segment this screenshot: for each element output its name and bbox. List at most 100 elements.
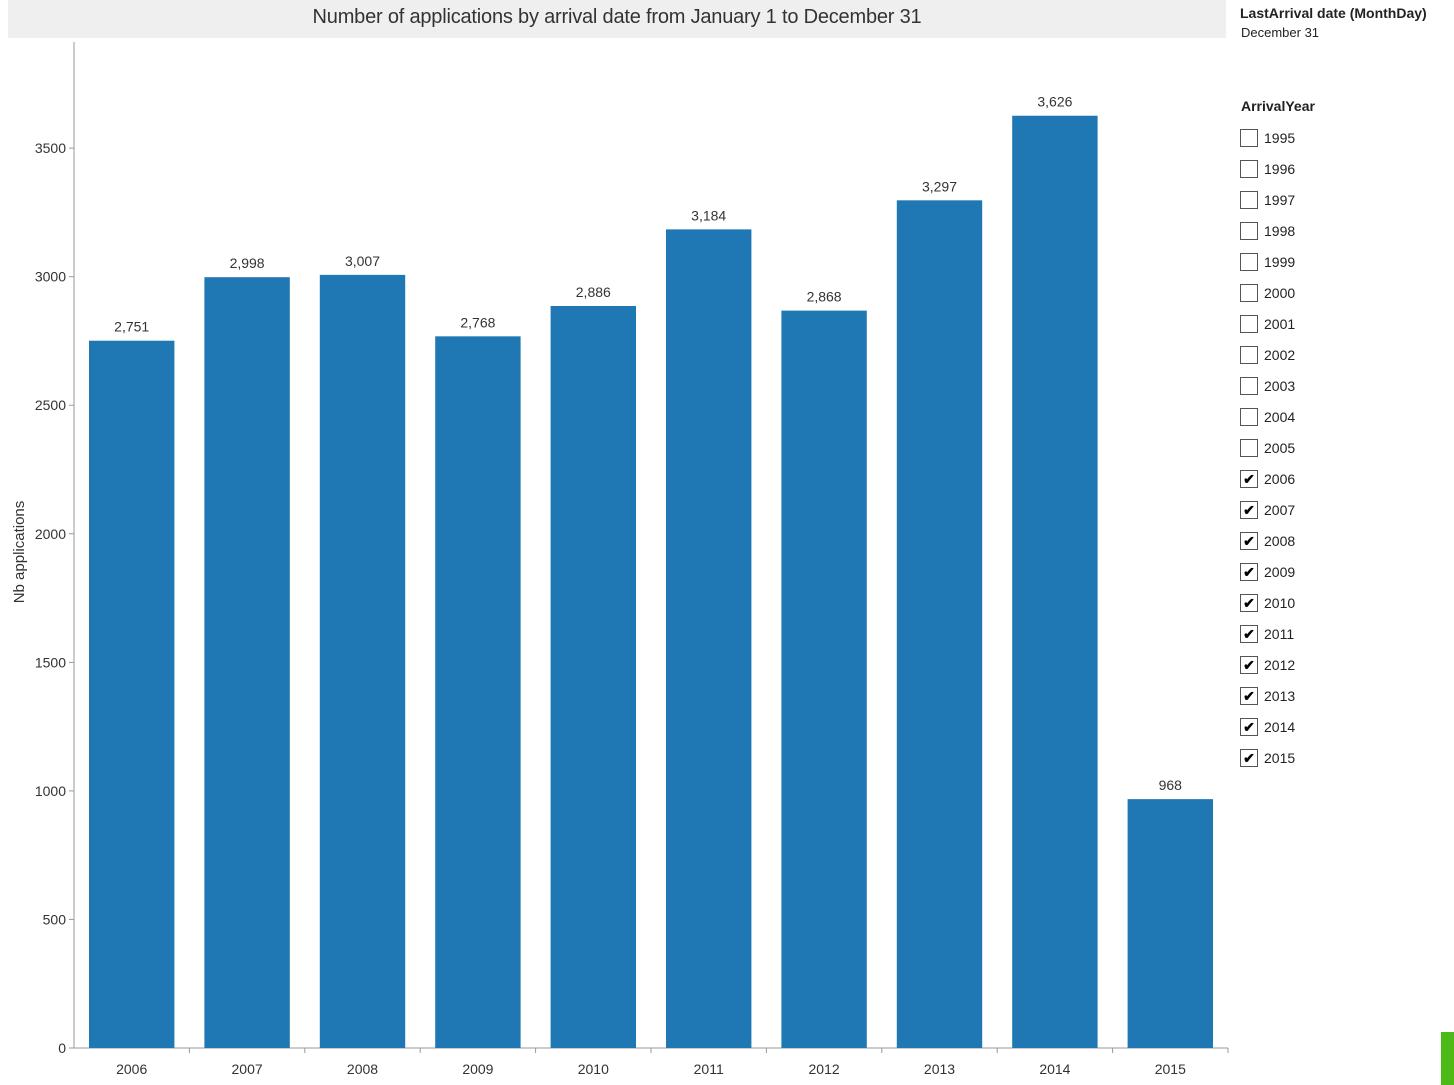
- checkbox-checked-icon[interactable]: ✔: [1240, 563, 1258, 581]
- year-filter-item-2002[interactable]: 2002: [1240, 339, 1295, 370]
- year-filter-label: 2005: [1264, 440, 1295, 456]
- last-arrival-filter-title: LastArrival date (MonthDay): [1240, 5, 1427, 21]
- y-tick-label: 2000: [35, 526, 66, 542]
- year-filter-label: 2009: [1264, 564, 1295, 580]
- y-ticks: 0500100015002000250030003500: [35, 140, 74, 1056]
- year-filter-item-2004[interactable]: 2004: [1240, 401, 1295, 432]
- y-tick-label: 500: [43, 911, 67, 927]
- y-tick-label: 1000: [35, 783, 66, 799]
- bar-2015[interactable]: [1128, 799, 1213, 1048]
- checkbox-unchecked-icon[interactable]: [1240, 253, 1258, 271]
- side-tab[interactable]: [1441, 1032, 1454, 1085]
- year-filter-label: 1996: [1264, 161, 1295, 177]
- bar-2012[interactable]: [781, 311, 866, 1048]
- checkbox-unchecked-icon[interactable]: [1240, 284, 1258, 302]
- year-filter-label: 2001: [1264, 316, 1295, 332]
- year-filter-item-1998[interactable]: 1998: [1240, 215, 1295, 246]
- checkbox-checked-icon[interactable]: ✔: [1240, 532, 1258, 550]
- checkbox-unchecked-icon[interactable]: [1240, 160, 1258, 178]
- data-label-2009: 2,768: [460, 314, 495, 330]
- year-filter-label: 1998: [1264, 223, 1295, 239]
- arrival-year-list: 1995 1996 1997 1998 1999 2000 2001 2002 2003 2004…: [1240, 122, 1295, 773]
- checkbox-unchecked-icon[interactable]: [1240, 377, 1258, 395]
- x-tick-label-2013: 2013: [924, 1061, 955, 1077]
- x-tick-label-2011: 2011: [694, 1061, 724, 1077]
- bars: 2,7512,9983,0072,7682,8863,1842,8683,297…: [89, 94, 1213, 1048]
- y-tick-label: 1500: [35, 654, 66, 670]
- checkbox-unchecked-icon[interactable]: [1240, 191, 1258, 209]
- year-filter-label: 2002: [1264, 347, 1295, 363]
- bar-2008[interactable]: [320, 275, 405, 1048]
- x-tick-label-2012: 2012: [809, 1061, 840, 1077]
- year-filter-item-2015[interactable]: ✔ 2015: [1240, 742, 1295, 773]
- bar-2014[interactable]: [1012, 116, 1097, 1048]
- year-filter-item-2000[interactable]: 2000: [1240, 277, 1295, 308]
- x-ticks: 2006200720082009201020112012201320142015: [116, 1048, 1228, 1077]
- checkbox-checked-icon[interactable]: ✔: [1240, 718, 1258, 736]
- bar-2013[interactable]: [897, 200, 982, 1048]
- year-filter-item-2014[interactable]: ✔2014: [1240, 711, 1295, 742]
- year-filter-label: 1995: [1264, 130, 1295, 146]
- year-filter-label: 2015: [1264, 750, 1295, 766]
- year-filter-item-1995[interactable]: 1995: [1240, 122, 1295, 153]
- y-axis-title: Nb applications: [11, 501, 28, 604]
- bar-chart: Nb applications 0 500 1000 1500 2000 2500 3000…: [0, 0, 1232, 1085]
- year-filter-item-1997[interactable]: 1997: [1240, 184, 1295, 215]
- year-filter-item-2003[interactable]: 2003: [1240, 370, 1295, 401]
- year-filter-item-1996[interactable]: 1996: [1240, 153, 1295, 184]
- y-tick-label: 3000: [35, 269, 66, 285]
- checkbox-unchecked-icon[interactable]: [1240, 315, 1258, 333]
- year-filter-item-2007[interactable]: ✔2007: [1240, 494, 1295, 525]
- year-filter-item-2008[interactable]: ✔ 2008: [1240, 525, 1295, 556]
- checkbox-checked-icon[interactable]: ✔: [1240, 470, 1258, 488]
- data-label-2013: 3,297: [922, 178, 957, 194]
- data-label-2008: 3,007: [345, 253, 380, 269]
- checkbox-unchecked-icon[interactable]: [1240, 346, 1258, 364]
- x-tick-label-2014: 2014: [1039, 1061, 1070, 1077]
- data-label-2014: 3,626: [1037, 94, 1072, 110]
- checkbox-checked-icon[interactable]: ✔: [1240, 656, 1258, 674]
- bar-2011[interactable]: [666, 229, 751, 1048]
- checkbox-checked-icon[interactable]: ✔: [1240, 625, 1258, 643]
- checkbox-unchecked-icon[interactable]: [1240, 439, 1258, 457]
- y-tick-label: 2500: [35, 397, 66, 413]
- year-filter-item-2001[interactable]: 2001: [1240, 308, 1295, 339]
- year-filter-item-1999[interactable]: 1999: [1240, 246, 1295, 277]
- year-filter-item-2011[interactable]: ✔2011: [1240, 618, 1295, 649]
- bar-2007[interactable]: [204, 277, 289, 1048]
- year-filter-item-2012[interactable]: ✔ 2012: [1240, 649, 1295, 680]
- y-tick-label: 0: [58, 1040, 66, 1056]
- checkbox-checked-icon[interactable]: ✔: [1240, 594, 1258, 612]
- checkbox-unchecked-icon[interactable]: [1240, 408, 1258, 426]
- x-tick-label-2006: 2006: [116, 1061, 147, 1077]
- year-filter-label: 2004: [1264, 409, 1295, 425]
- data-label-2011: 3,184: [691, 207, 726, 223]
- checkbox-unchecked-icon[interactable]: [1240, 129, 1258, 147]
- data-label-2006: 2,751: [114, 319, 149, 335]
- last-arrival-filter-value[interactable]: December 31: [1241, 25, 1319, 40]
- arrival-year-filter-title: ArrivalYear: [1241, 98, 1315, 114]
- bar-2010[interactable]: [551, 306, 636, 1048]
- data-label-2010: 2,886: [576, 284, 611, 300]
- data-label-2015: 968: [1159, 777, 1183, 793]
- checkbox-checked-icon[interactable]: ✔: [1240, 501, 1258, 519]
- year-filter-label: 2003: [1264, 378, 1295, 394]
- year-filter-label: 2000: [1264, 285, 1295, 301]
- data-label-2007: 2,998: [230, 255, 265, 271]
- checkbox-checked-icon[interactable]: ✔: [1240, 687, 1258, 705]
- checkbox-checked-icon[interactable]: ✔: [1240, 749, 1258, 767]
- year-filter-item-2010[interactable]: ✔2010: [1240, 587, 1295, 618]
- year-filter-label: 2012: [1264, 657, 1295, 673]
- year-filter-label: 2013: [1264, 688, 1295, 704]
- x-tick-label-2008: 2008: [347, 1061, 378, 1077]
- year-filter-label: 2006: [1264, 471, 1295, 487]
- year-filter-item-2005[interactable]: 2005: [1240, 432, 1295, 463]
- x-tick-label-2007: 2007: [232, 1061, 263, 1077]
- checkbox-unchecked-icon[interactable]: [1240, 222, 1258, 240]
- bar-2009[interactable]: [435, 336, 520, 1048]
- year-filter-label: 2008: [1264, 533, 1295, 549]
- year-filter-item-2009[interactable]: ✔ 2009: [1240, 556, 1295, 587]
- year-filter-item-2013[interactable]: ✔ 2013: [1240, 680, 1295, 711]
- year-filter-item-2006[interactable]: ✔ 2006: [1240, 463, 1295, 494]
- bar-2006[interactable]: [89, 341, 174, 1048]
